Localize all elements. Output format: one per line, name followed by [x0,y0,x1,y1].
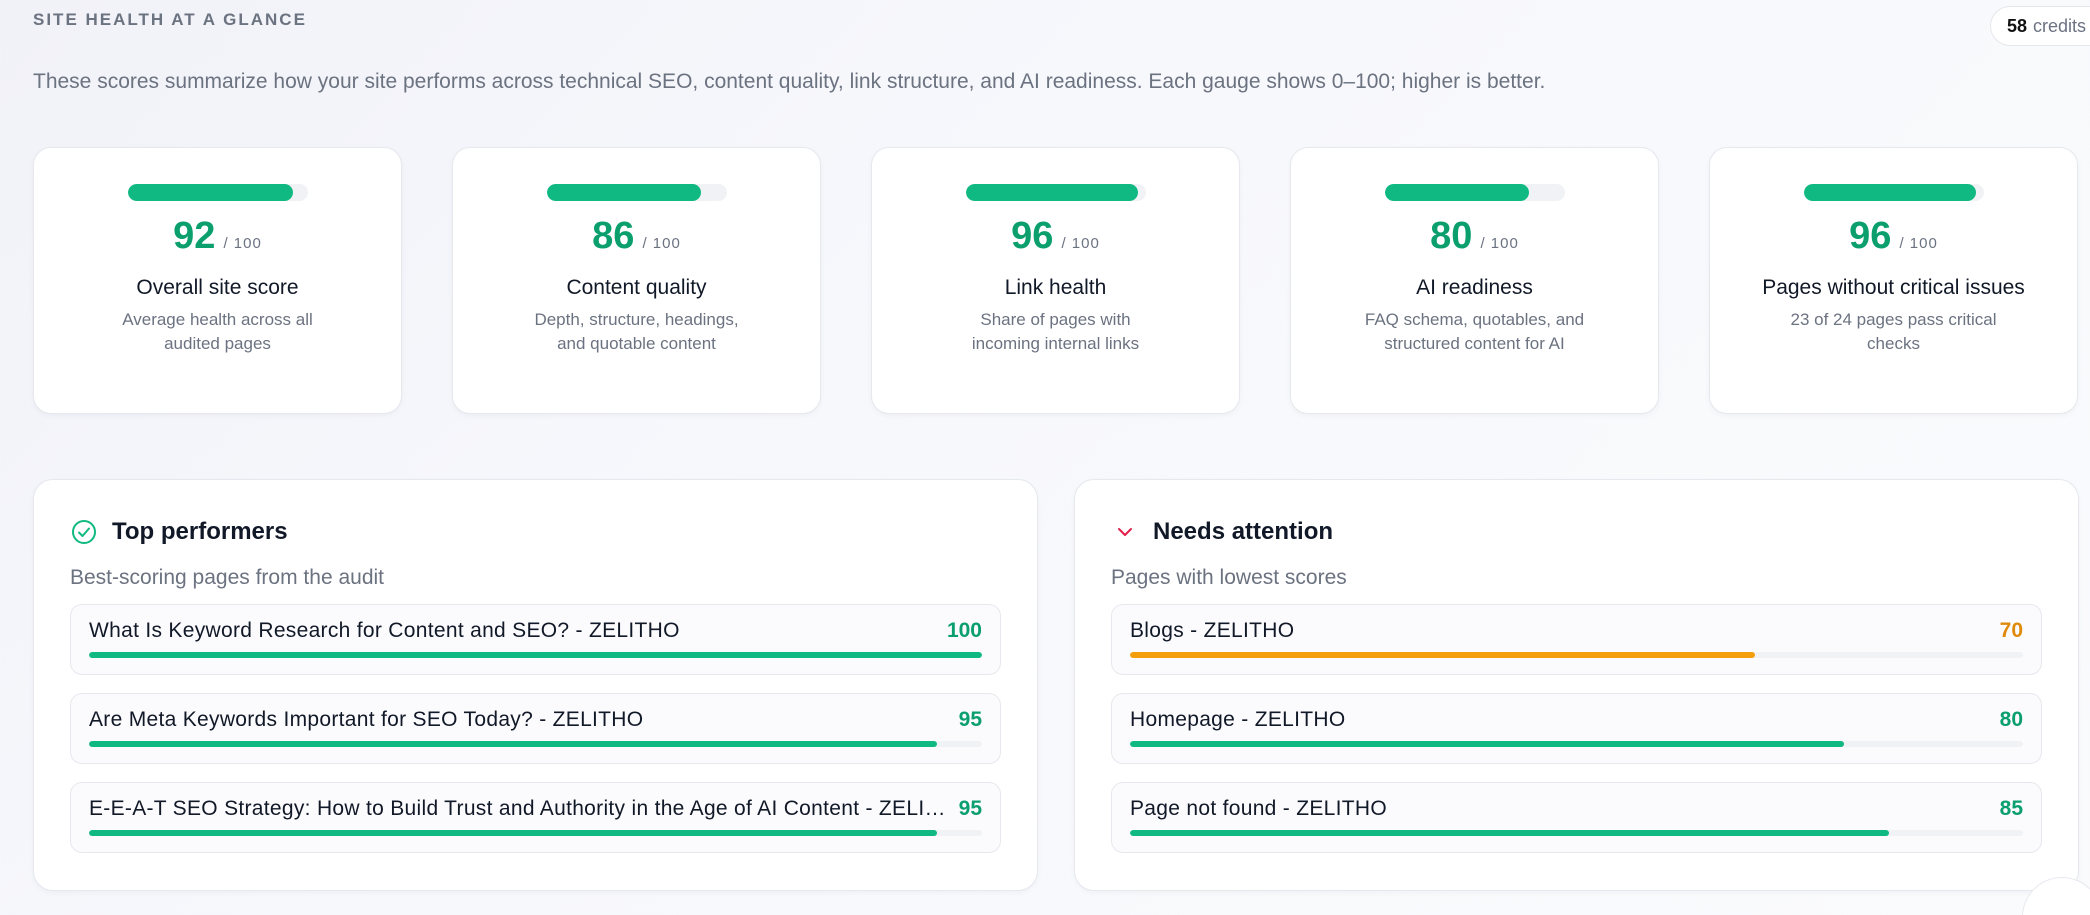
score-bar-fill [89,830,938,836]
score-bar [1130,652,2023,658]
score-bar [89,652,982,658]
score-bar-fill [1130,652,1756,658]
score-max: / 100 [223,235,262,252]
gauge-fill [1803,184,1977,201]
score-value: 96 [1849,215,1892,257]
gauge-fill [1384,184,1529,201]
score-gauge [1384,184,1565,201]
panel-title: Needs attention [1153,518,1334,545]
score-card-critical-issues: 96 / 100 Pages without critical issues 2… [1709,147,2078,414]
gauge-fill [546,184,702,201]
score-bar [89,830,982,836]
card-title: Content quality [566,276,707,299]
page-score: 100 [946,619,982,642]
score-cards: 92 / 100 Overall site score Average heal… [33,147,2078,414]
credits-label: credits [2033,15,2087,36]
page-name: What Is Keyword Research for Content and… [89,619,680,642]
panel-subtitle: Pages with lowest scores [1111,566,1347,589]
score-bar-fill [1130,741,1845,747]
page-name: Page not found - ZELITHO [1130,797,1387,820]
page-score: 80 [1999,708,2023,731]
score-value: 92 [173,215,216,257]
score-value: 80 [1430,215,1473,257]
card-title: Pages without critical issues [1762,276,2025,299]
card-title: Overall site score [136,276,299,299]
score-card-content-quality: 86 / 100 Content quality Depth, structur… [452,147,821,414]
credits-badge[interactable]: 58 credits [1990,6,2090,46]
list-item[interactable]: What Is Keyword Research for Content and… [70,604,1001,675]
card-title: AI readiness [1416,276,1533,299]
score-max: / 100 [1480,235,1519,252]
page-score: 70 [1999,619,2023,642]
score-max: / 100 [1899,235,1938,252]
card-description: FAQ schema, quotables, and structured co… [1364,310,1585,353]
card-description: 23 of 24 pages pass critical checks [1790,310,1997,353]
score-gauge [546,184,727,201]
score-gauge [127,184,308,201]
check-circle-icon [70,518,98,546]
needs-attention-panel: Needs attention Pages with lowest scores… [1074,479,2079,891]
score-max: / 100 [1061,235,1100,252]
chevron-down-icon [1111,518,1139,546]
score-bar [89,741,982,747]
card-title: Link health [1004,276,1107,299]
gauge-fill [965,184,1139,201]
score-bar-fill [89,652,982,658]
list-item[interactable]: E-E-A-T SEO Strategy: How to Build Trust… [70,782,1001,853]
page-name: Homepage - ZELITHO [1130,708,1346,731]
page-name: Are Meta Keywords Important for SEO Toda… [89,708,644,731]
score-gauge [1803,184,1984,201]
score-card-overall: 92 / 100 Overall site score Average heal… [33,147,402,414]
top-performers-panel: Top performers Best-scoring pages from t… [33,479,1038,891]
page-score: 95 [958,708,982,731]
score-value: 86 [592,215,635,257]
gauge-fill [127,184,294,201]
score-card-ai-readiness: 80 / 100 AI readiness FAQ schema, quotab… [1290,147,1659,414]
section-title: SITE HEALTH AT A GLANCE [33,10,307,29]
score-card-link-health: 96 / 100 Link health Share of pages with… [871,147,1240,414]
credits-count: 58 [2007,15,2028,36]
score-bar-fill [1130,830,1890,836]
list-item[interactable]: Blogs - ZELITHO 70 [1111,604,2042,675]
page-name: Blogs - ZELITHO [1130,619,1295,642]
card-description: Share of pages with incoming internal li… [971,310,1140,353]
list-item[interactable]: Are Meta Keywords Important for SEO Toda… [70,693,1001,764]
card-description: Average health across all audited pages [122,310,313,353]
card-description: Depth, structure, headings, and quotable… [534,310,739,353]
score-bar-fill [89,741,938,747]
intro-text: These scores summarize how your site per… [33,70,1546,93]
score-bar [1130,741,2023,747]
page-score: 95 [958,797,982,820]
page-score: 85 [1999,797,2023,820]
score-gauge [965,184,1146,201]
panel-subtitle: Best-scoring pages from the audit [70,566,384,589]
panel-title: Top performers [112,518,288,545]
page-name: E-E-A-T SEO Strategy: How to Build Trust… [89,797,949,820]
score-bar [1130,830,2023,836]
list-item[interactable]: Page not found - ZELITHO 85 [1111,782,2042,853]
list-item[interactable]: Homepage - ZELITHO 80 [1111,693,2042,764]
score-value: 96 [1011,215,1054,257]
score-max: / 100 [642,235,681,252]
